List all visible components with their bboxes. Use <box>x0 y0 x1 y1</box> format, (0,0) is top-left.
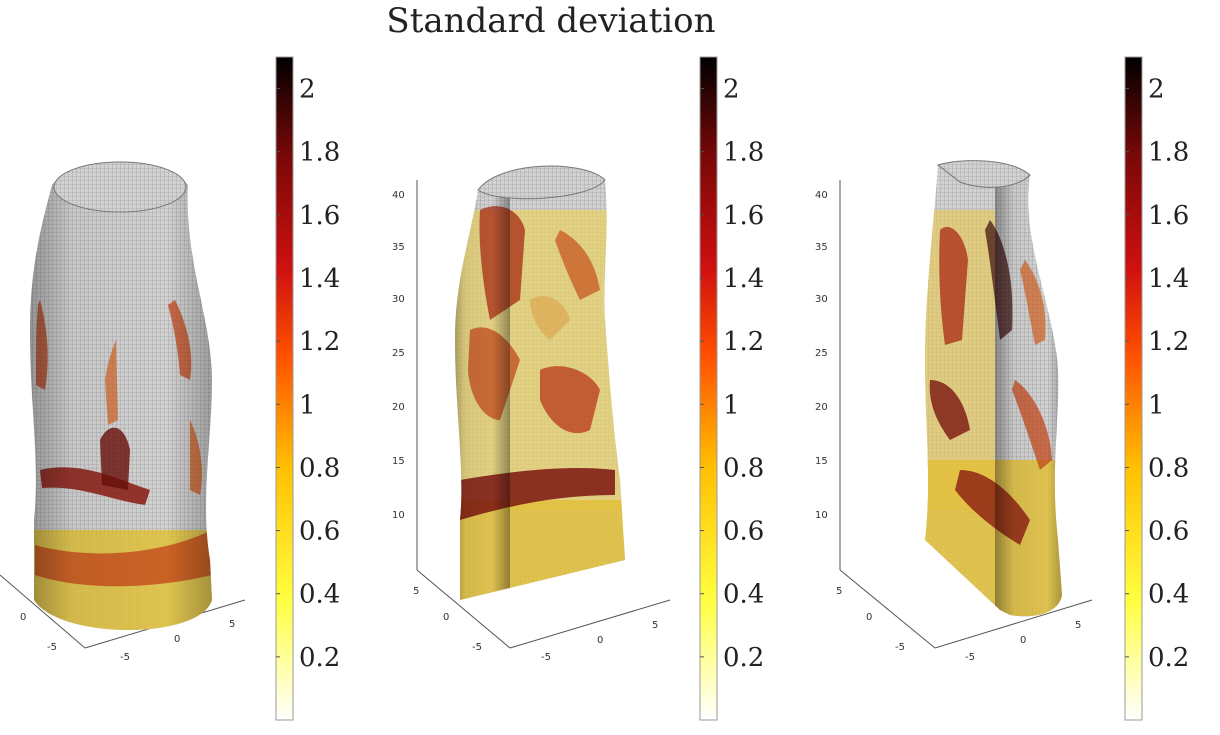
colorbar-3-tick-label: 0.8 <box>1148 453 1189 483</box>
panel-3-z-ticks: 40 35 30 25 20 15 10 5 0 -5 -5 0 5 <box>815 190 1081 663</box>
panel-1-x-ticks: -5 0 5 -5 0 <box>20 612 235 663</box>
colorbar-1-gradient <box>275 56 294 721</box>
panel-2-axes <box>416 180 671 649</box>
p1-xtick-0: -5 <box>120 652 130 663</box>
p3-xtick-1: 0 <box>1020 635 1026 646</box>
p2-ztick-10: 10 <box>392 510 405 521</box>
p3-ztick-35: 35 <box>815 242 828 253</box>
panel-1: -5 0 5 -5 0 <box>0 161 246 663</box>
p3-ztick-25: 25 <box>815 348 828 359</box>
p2-ytick-1: 0 <box>443 612 449 623</box>
p3-ytick-2: -5 <box>895 642 905 653</box>
colorbar-1-tick-label: 0.4 <box>299 580 340 610</box>
colorbar-2-ticks: 0.2 0.4 0.6 0.8 1 1.2 1.4 1.6 1.8 2 <box>700 75 764 673</box>
colorbar-1: 0.2 0.4 0.6 0.8 1 1.2 1.4 1.6 1.8 2 <box>275 56 340 721</box>
p3-ztick-20: 20 <box>815 402 828 413</box>
colorbar-3-tick-label: 1.8 <box>1148 138 1189 168</box>
p2-ztick-35: 35 <box>392 242 405 253</box>
p2-ztick-30: 30 <box>392 294 405 305</box>
p2-xtick-2: 5 <box>652 620 658 631</box>
p1-xtick-1: 0 <box>174 634 180 645</box>
colorbar-1-tick-label: 2 <box>299 75 316 105</box>
colorbar-2-tick-label: 2 <box>723 75 740 105</box>
colorbar-2-gradient <box>699 56 718 721</box>
p2-ytick-0: 5 <box>413 586 419 597</box>
p3-ztick-40: 40 <box>815 190 828 201</box>
figure-title: Standard deviation <box>386 1 715 41</box>
colorbar-3-tick-label: 1.2 <box>1148 327 1189 357</box>
p3-ytick-1: 0 <box>866 612 872 623</box>
p2-ztick-25: 25 <box>392 348 405 359</box>
colorbar-3-tick-label: 0.6 <box>1148 517 1189 547</box>
colorbar-3: 0.2 0.4 0.6 0.8 1 1.2 1.4 1.6 1.8 2 <box>1124 56 1189 721</box>
p1-ytick-1: 0 <box>20 612 26 623</box>
colorbar-2-tick-label: 0.2 <box>723 643 764 673</box>
colorbar-2-tick-label: 1.2 <box>723 327 764 357</box>
colorbar-2-tick-label: 1.8 <box>723 138 764 168</box>
p2-ztick-20: 20 <box>392 402 405 413</box>
panel-2: 40 35 30 25 20 15 10 5 0 -5 -5 0 5 <box>392 165 671 663</box>
colorbar-3-tick-label: 1.4 <box>1148 264 1189 294</box>
p3-ytick-0: 5 <box>836 586 842 597</box>
p1-xtick-2: 5 <box>229 619 235 630</box>
colorbar-2-tick-label: 1.4 <box>723 264 764 294</box>
colorbar-1-tick-label: 0.6 <box>299 517 340 547</box>
colorbar-2-tick-label: 0.6 <box>723 517 764 547</box>
p2-xtick-1: 0 <box>597 635 603 646</box>
p3-ztick-10: 10 <box>815 510 828 521</box>
p3-ztick-30: 30 <box>815 294 828 305</box>
colorbar-3-tick-label: 0.4 <box>1148 580 1189 610</box>
colorbar-1-tick-label: 1.6 <box>299 201 340 231</box>
colorbar-3-tick-label: 1 <box>1148 390 1165 420</box>
p3-xtick-2: 5 <box>1075 620 1081 631</box>
colorbar-1-ticks: 0.2 0.4 0.6 0.8 1 1.2 1.4 1.6 1.8 2 <box>276 75 340 673</box>
colorbar-3-tick-label: 2 <box>1148 75 1165 105</box>
colorbar-3-tick-label: 0.2 <box>1148 643 1189 673</box>
p2-ytick-2: -5 <box>472 642 482 653</box>
p1-ytick-0: -5 <box>47 642 57 653</box>
colorbar-2-tick-label: 0.4 <box>723 580 764 610</box>
colorbar-2-tick-label: 1 <box>723 390 740 420</box>
cylinder-half <box>455 165 625 601</box>
colorbar-1-tick-label: 1.8 <box>299 138 340 168</box>
colorbar-3-ticks: 0.2 0.4 0.6 0.8 1 1.2 1.4 1.6 1.8 2 <box>1125 75 1189 673</box>
colorbar-3-tick-label: 1.6 <box>1148 201 1189 231</box>
colorbar-1-tick-label: 0.8 <box>299 453 340 483</box>
colorbar-2: 0.2 0.4 0.6 0.8 1 1.2 1.4 1.6 1.8 2 <box>699 56 764 721</box>
p3-ztick-15: 15 <box>815 456 828 467</box>
colorbar-1-tick-label: 1 <box>299 390 316 420</box>
colorbar-1-tick-label: 0.2 <box>299 643 340 673</box>
colorbar-1-tick-label: 1.4 <box>299 264 340 294</box>
cylinder-quarter <box>925 160 1062 617</box>
colorbar-3-gradient <box>1124 56 1143 721</box>
p2-xtick-0: -5 <box>541 652 551 663</box>
p2-ztick-40: 40 <box>392 190 405 201</box>
p2-ztick-15: 15 <box>392 456 405 467</box>
colorbar-2-tick-label: 1.6 <box>723 201 764 231</box>
colorbar-2-tick-label: 0.8 <box>723 453 764 483</box>
panel-3-axes <box>839 180 1093 649</box>
cylinder-full <box>30 161 212 630</box>
colorbar-1-tick-label: 1.2 <box>299 327 340 357</box>
panel-3: 40 35 30 25 20 15 10 5 0 -5 -5 0 5 <box>815 160 1093 663</box>
p3-xtick-0: -5 <box>965 652 975 663</box>
panel-2-z-ticks: 40 35 30 25 20 15 10 5 0 -5 -5 0 5 <box>392 190 658 663</box>
